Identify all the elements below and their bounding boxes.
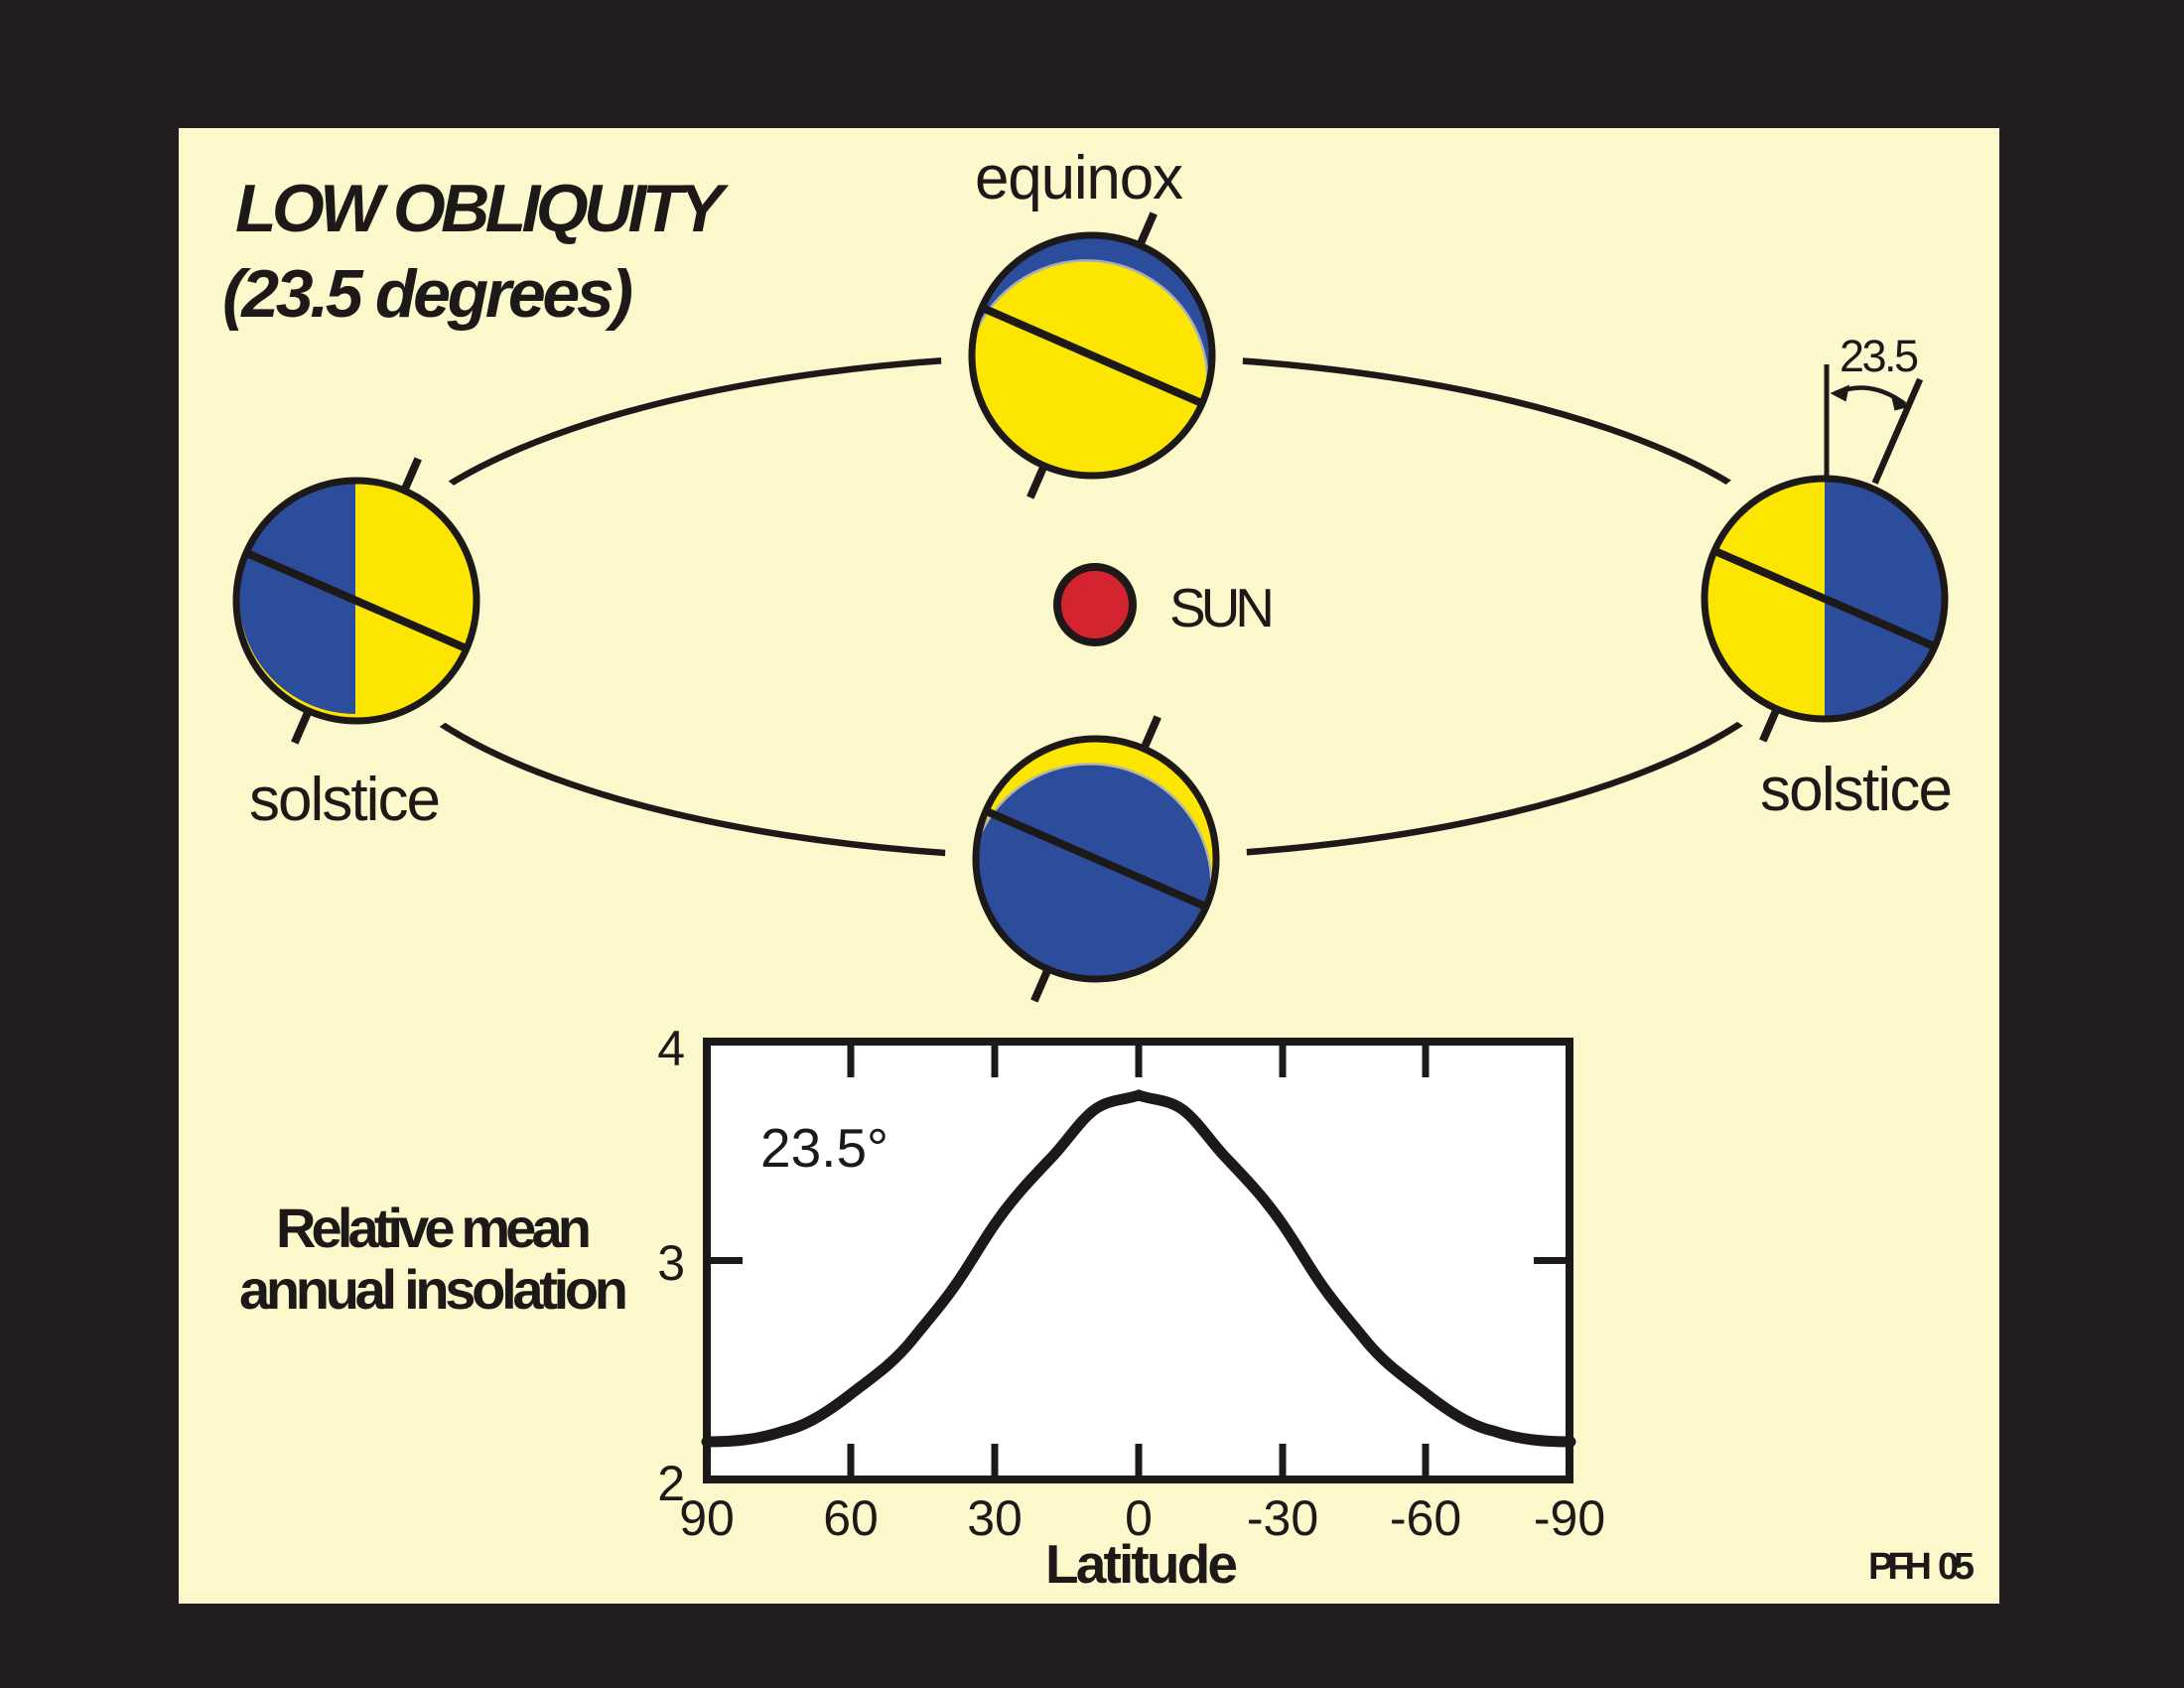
svg-text:LOW OBLIQUITY: LOW OBLIQUITY — [235, 171, 730, 246]
svg-text:annual insolation: annual insolation — [239, 1258, 628, 1321]
svg-text:3: 3 — [657, 1235, 685, 1291]
svg-text:solstice: solstice — [1760, 756, 1953, 824]
svg-text:0: 0 — [1125, 1490, 1153, 1546]
svg-text:2: 2 — [657, 1456, 685, 1511]
svg-text:-90: -90 — [1534, 1490, 1605, 1546]
svg-text:23.5: 23.5 — [1840, 331, 1919, 381]
svg-text:-60: -60 — [1390, 1490, 1461, 1546]
svg-text:23.5°: 23.5° — [760, 1117, 888, 1179]
svg-text:30: 30 — [967, 1490, 1023, 1546]
svg-text:(23.5 degrees): (23.5 degrees) — [222, 256, 633, 332]
svg-text:05: 05 — [1938, 1546, 1975, 1588]
svg-text:SUN: SUN — [1169, 577, 1275, 638]
svg-text:4: 4 — [657, 1021, 685, 1076]
svg-text:PFH: PFH — [1868, 1546, 1932, 1588]
svg-text:-30: -30 — [1247, 1490, 1318, 1546]
svg-text:Latitude: Latitude — [1045, 1533, 1238, 1595]
svg-text:90: 90 — [679, 1490, 735, 1546]
svg-text:Relative mean: Relative mean — [276, 1196, 592, 1259]
svg-text:equinox: equinox — [975, 144, 1183, 212]
svg-text:solstice: solstice — [249, 766, 441, 834]
svg-text:60: 60 — [823, 1490, 879, 1546]
